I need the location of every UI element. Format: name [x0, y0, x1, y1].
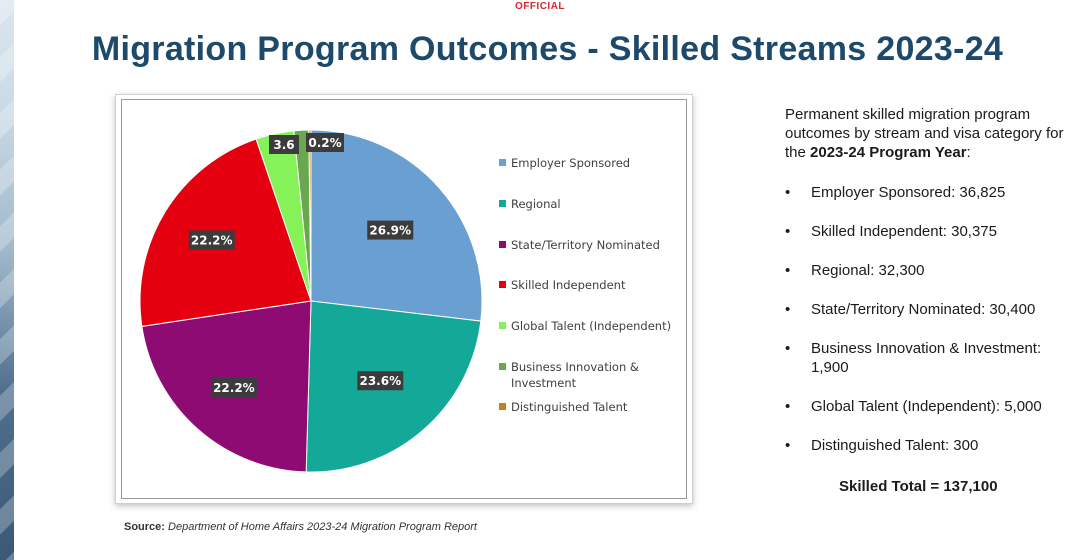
left-decorative-strip	[0, 0, 14, 560]
data-label: 3.6	[273, 138, 294, 152]
legend-label: Skilled Independent	[511, 278, 626, 292]
pie-chart: 26.9% 23.6% 22.2% 22.2% 3.6 0.2% Employer Spo…	[139, 129, 671, 473]
source-text: Department of Home Affairs 2023-24 Migra…	[164, 521, 477, 533]
list-item: State/Territory Nominated: 30,400	[785, 300, 1075, 319]
intro-colon: :	[966, 144, 971, 161]
summary-panel: Permanent skilled migration program outc…	[785, 105, 1075, 455]
legend-label: Global Talent (Independent)	[511, 319, 671, 333]
source-note: Source: Department of Home Affairs 2023-…	[124, 521, 477, 533]
list-item: Business Innovation & Investment: 1,900	[785, 339, 1075, 377]
legend-swatch	[499, 241, 506, 248]
list-item: Skilled Independent: 30,375	[785, 222, 1075, 241]
list-item: Regional: 32,300	[785, 261, 1075, 280]
data-label: 22.2%	[191, 233, 233, 247]
data-label-box	[210, 378, 257, 398]
stream-list: Employer Sponsored: 36,825 Skilled Indep…	[785, 183, 1075, 455]
legend-label: State/Territory Nominated	[511, 238, 660, 252]
legend-label: Employer Sponsored	[511, 156, 630, 170]
skilled-total: Skilled Total = 137,100	[839, 478, 998, 495]
legend-label: Regional	[511, 197, 561, 211]
legend-swatch	[499, 200, 506, 207]
data-label: 23.6%	[359, 374, 401, 388]
data-label-box	[306, 133, 344, 152]
data-label: 22.2%	[213, 381, 255, 395]
classification-label: OFFICIAL	[514, 1, 566, 12]
legend-swatch	[499, 322, 506, 329]
list-item: Employer Sponsored: 36,825	[785, 183, 1075, 202]
data-label: 0.2%	[308, 136, 341, 150]
list-item: Distinguished Talent: 300	[785, 436, 1075, 455]
chart-inner-border	[121, 99, 687, 499]
data-label-box	[357, 371, 404, 391]
legend-swatch	[499, 281, 506, 288]
legend-swatch	[499, 403, 506, 410]
data-label: 26.9%	[369, 224, 411, 238]
summary-intro: Permanent skilled migration program outc…	[785, 105, 1075, 162]
legend-swatch	[499, 363, 506, 370]
list-item: Global Talent (Independent): 5,000	[785, 397, 1075, 416]
legend-label: Distinguished Talent	[511, 400, 628, 414]
data-label-box	[188, 230, 235, 250]
legend-swatch	[499, 159, 506, 166]
chart-frame: 26.9% 23.6% 22.2% 22.2% 3.6 0.2% Employer Spo…	[115, 94, 693, 504]
data-label-box	[367, 220, 414, 240]
legend-label: Investment	[511, 376, 577, 390]
page-title: Migration Program Outcomes - Skilled Str…	[91, 30, 1004, 68]
source-label: Source:	[124, 521, 165, 533]
intro-program-year: 2023-24 Program Year	[810, 144, 967, 161]
data-label-box	[269, 135, 299, 154]
legend-label: Business Innovation &	[511, 360, 639, 374]
pie-slice-distinguished-talent	[308, 129, 312, 302]
intro-text: Permanent skilled migration program outc…	[785, 106, 1064, 161]
